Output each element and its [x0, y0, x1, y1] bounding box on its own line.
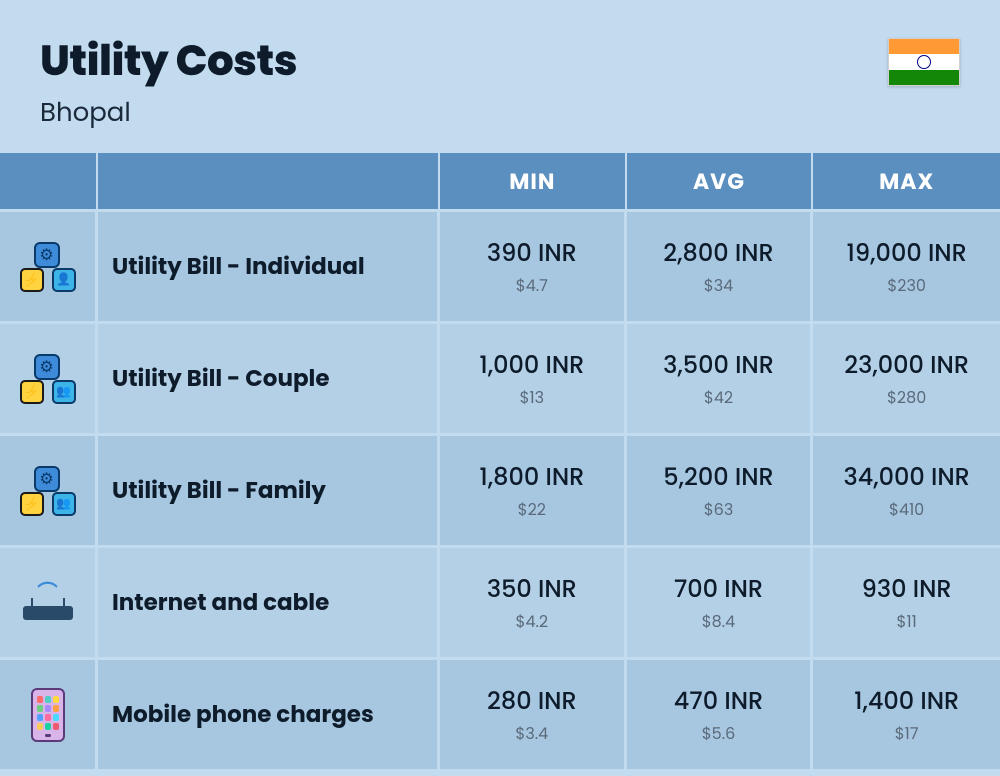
- icon-cell: [0, 660, 98, 769]
- label-cell: Mobile phone charges: [98, 660, 440, 769]
- max-secondary: $17: [895, 721, 919, 746]
- min-cell: 350 INR $4.2: [440, 548, 627, 657]
- min-cell: 280 INR $3.4: [440, 660, 627, 769]
- col-header-avg: AVG: [627, 153, 814, 209]
- title-block: Utility Costs Bhopal: [40, 38, 297, 133]
- table-row: Utility Bill - Couple 1,000 INR $13 3,50…: [0, 321, 1000, 433]
- avg-secondary: $42: [704, 385, 733, 410]
- table-row: Utility Bill - Individual 390 INR $4.7 2…: [0, 209, 1000, 321]
- india-flag-icon: [888, 38, 960, 86]
- max-cell: 930 INR $11: [813, 548, 1000, 657]
- max-secondary: $410: [889, 497, 924, 522]
- min-cell: 1,000 INR $13: [440, 324, 627, 433]
- avg-primary: 470 INR: [674, 684, 763, 719]
- min-primary: 1,800 INR: [479, 460, 584, 495]
- col-header-label: [98, 153, 440, 209]
- label-cell: Utility Bill - Couple: [98, 324, 440, 433]
- table-row: ⌒ Internet and cable 350 INR $4.2 700 IN…: [0, 545, 1000, 657]
- utility-family-icon: [20, 466, 76, 516]
- header: Utility Costs Bhopal: [0, 0, 1000, 153]
- phone-icon: [31, 688, 65, 742]
- min-cell: 390 INR $4.7: [440, 212, 627, 321]
- avg-primary: 3,500 INR: [663, 348, 774, 383]
- avg-cell: 5,200 INR $63: [627, 436, 814, 545]
- utility-couple-icon: [20, 354, 76, 404]
- min-primary: 390 INR: [487, 236, 577, 271]
- avg-primary: 700 INR: [674, 572, 763, 607]
- min-secondary: $4.2: [516, 609, 549, 634]
- table-row: Utility Bill - Family 1,800 INR $22 5,20…: [0, 433, 1000, 545]
- avg-cell: 470 INR $5.6: [627, 660, 814, 769]
- max-secondary: $280: [887, 385, 926, 410]
- label-cell: Internet and cable: [98, 548, 440, 657]
- max-cell: 1,400 INR $17: [813, 660, 1000, 769]
- label-cell: Utility Bill - Individual: [98, 212, 440, 321]
- avg-cell: 2,800 INR $34: [627, 212, 814, 321]
- col-header-icon: [0, 153, 98, 209]
- max-cell: 23,000 INR $280: [813, 324, 1000, 433]
- max-primary: 23,000 INR: [844, 348, 969, 383]
- min-secondary: $13: [520, 385, 545, 410]
- icon-cell: [0, 324, 98, 433]
- router-icon: ⌒: [20, 582, 76, 624]
- max-primary: 1,400 INR: [854, 684, 959, 719]
- page-title: Utility Costs: [40, 38, 297, 84]
- icon-cell: [0, 436, 98, 545]
- max-primary: 34,000 INR: [843, 460, 969, 495]
- min-primary: 280 INR: [487, 684, 577, 719]
- icon-cell: [0, 212, 98, 321]
- col-header-max: MAX: [813, 153, 1000, 209]
- table-body: Utility Bill - Individual 390 INR $4.7 2…: [0, 209, 1000, 769]
- min-primary: 1,000 INR: [479, 348, 584, 383]
- max-secondary: $230: [887, 273, 926, 298]
- min-secondary: $4.7: [516, 273, 548, 298]
- max-secondary: $11: [897, 609, 917, 634]
- col-header-min: MIN: [440, 153, 627, 209]
- min-cell: 1,800 INR $22: [440, 436, 627, 545]
- avg-secondary: $8.4: [702, 609, 735, 634]
- min-secondary: $22: [518, 497, 546, 522]
- table-row: Mobile phone charges 280 INR $3.4 470 IN…: [0, 657, 1000, 769]
- avg-secondary: $5.6: [702, 721, 736, 746]
- max-primary: 19,000 INR: [847, 236, 967, 271]
- avg-secondary: $34: [704, 273, 733, 298]
- avg-primary: 2,800 INR: [663, 236, 773, 271]
- max-cell: 19,000 INR $230: [813, 212, 1000, 321]
- max-cell: 34,000 INR $410: [813, 436, 1000, 545]
- costs-table: MIN AVG MAX Utility Bill - Individual 39…: [0, 153, 1000, 769]
- icon-cell: ⌒: [0, 548, 98, 657]
- utility-individual-icon: [20, 242, 76, 292]
- label-cell: Utility Bill - Family: [98, 436, 440, 545]
- min-primary: 350 INR: [487, 572, 577, 607]
- avg-secondary: $63: [704, 497, 734, 522]
- avg-cell: 3,500 INR $42: [627, 324, 814, 433]
- min-secondary: $3.4: [515, 721, 548, 746]
- avg-primary: 5,200 INR: [663, 460, 773, 495]
- table-header-row: MIN AVG MAX: [0, 153, 1000, 209]
- infographic-container: Utility Costs Bhopal MIN AVG MAX Utility…: [0, 0, 1000, 769]
- page-subtitle: Bhopal: [40, 94, 297, 133]
- max-primary: 930 INR: [862, 572, 952, 607]
- avg-cell: 700 INR $8.4: [627, 548, 814, 657]
